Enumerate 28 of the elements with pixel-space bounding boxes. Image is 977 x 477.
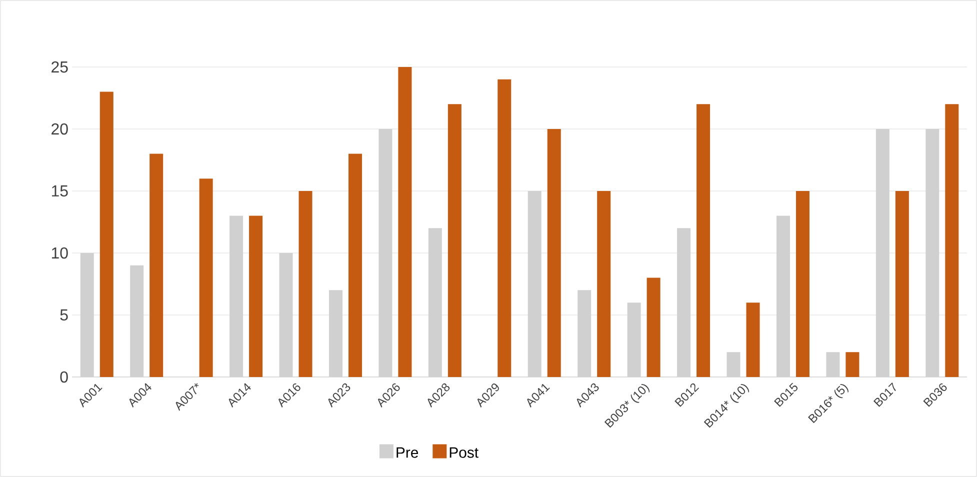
bar — [846, 352, 860, 377]
bar — [895, 190, 909, 377]
y-tick-label: 5 — [60, 309, 68, 321]
bar — [726, 352, 740, 377]
y-tick-label: 20 — [52, 123, 68, 135]
bar — [597, 190, 611, 377]
legend-label: Post — [450, 447, 478, 458]
bar — [696, 104, 710, 377]
bar — [298, 190, 312, 377]
bar — [199, 178, 213, 377]
bar — [249, 216, 263, 377]
y-tick-label: 0 — [60, 371, 68, 383]
bar — [498, 79, 512, 377]
bar — [100, 92, 114, 377]
bar — [398, 66, 412, 377]
bar — [826, 352, 840, 377]
y-tick-label: 25 — [52, 61, 68, 73]
bar — [945, 104, 959, 377]
bar — [150, 154, 164, 377]
bar — [547, 128, 561, 377]
bar — [796, 190, 810, 377]
legend-label: Pre — [396, 447, 418, 458]
bar — [646, 278, 660, 377]
bar — [746, 302, 760, 377]
y-tick-label: 15 — [52, 185, 68, 197]
y-tick-label: 10 — [52, 247, 68, 259]
bar — [348, 154, 362, 377]
bar — [448, 104, 462, 377]
